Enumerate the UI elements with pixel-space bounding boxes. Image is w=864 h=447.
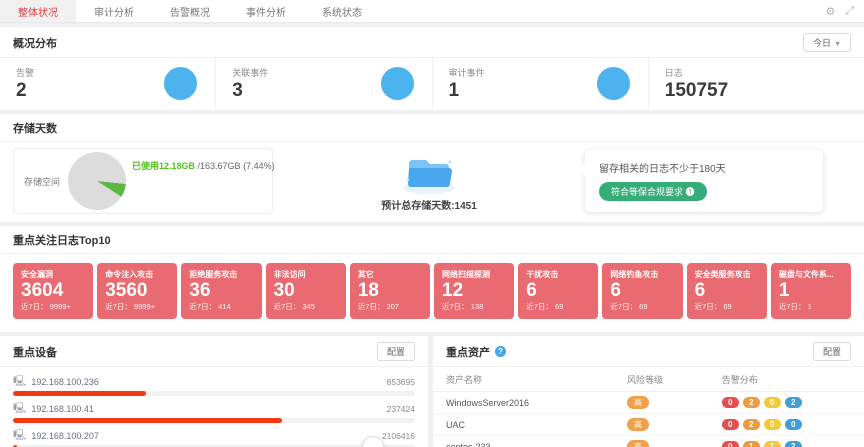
computer-icon: 🖳	[13, 375, 27, 387]
column-risk-level: 风险等级	[626, 367, 722, 392]
alert-badge-high: 1	[742, 441, 760, 447]
events-circle-icon	[380, 67, 414, 100]
log-card[interactable]: 磁盘与文件系... 1 近7日： 1	[770, 263, 852, 319]
stat-card-logs: 日志 150757	[649, 58, 864, 110]
settings-gear-icon[interactable]: ⚙	[825, 5, 836, 18]
log-distribution-pie-icon	[813, 67, 846, 100]
key-assets-section: 重点资产 ? 配置 资产名称 风险等级 告警分布 WindowsServer20…	[433, 336, 864, 447]
alert-badge-low: 2	[784, 441, 802, 447]
stat-value: 3	[232, 80, 243, 101]
top-log-cards: 安全漏洞 3604 近7日： 9999+ 命令注入攻击 3560 近7日： 99…	[0, 254, 864, 332]
device-row[interactable]: 🖳 192.168.100.41 237424	[13, 396, 415, 423]
key-assets-title: 重点资产 ?	[446, 344, 506, 360]
storage-section: 存储天数 存储空间 已使用12.18GB /163.67GB (7.44%) 预…	[0, 114, 864, 222]
help-icon[interactable]: ?	[495, 346, 506, 357]
top-logs-section-title: 重点关注日志Top10	[13, 235, 111, 247]
alert-badge-medium: 0	[763, 397, 781, 408]
log-card[interactable]: 拒绝服务攻击 36 近7日： 414	[181, 263, 262, 319]
top-tab-bar: 整体状况 审计分析 告警概况 事件分析 系统状态 ⚙ ⤢	[0, 0, 864, 23]
computer-icon: 🖳	[13, 402, 27, 414]
overview-section: 概况分布 今日 ▼ 告警 2 关联事件 3 审计事件 1 日志 150757	[0, 27, 864, 110]
storage-section-title: 存储天数	[13, 123, 57, 135]
tab-overall-status[interactable]: 整体状况	[0, 0, 76, 22]
asset-row[interactable]: UAC 高 0 2 0 0	[433, 413, 864, 436]
overview-section-title: 概况分布	[13, 37, 57, 50]
fullscreen-expand-icon[interactable]: ⤢	[845, 4, 854, 17]
tab-system-status[interactable]: 系统状态	[322, 7, 362, 19]
alerts-circle-icon	[164, 67, 198, 100]
alert-badge-critical: 0	[721, 397, 739, 408]
folder-icon	[403, 160, 455, 194]
key-devices-section: 重点设备 配置 🖳 192.168.100.236 853695 🖳 192.168…	[0, 336, 428, 447]
estimated-storage-days: 预计总存储天数:1451	[381, 201, 477, 212]
alert-badge-high: 2	[742, 419, 760, 430]
compliance-notice-card: 留存相关的日志不少于180天 符合等保合规要求 ❶	[578, 150, 823, 212]
device-bar	[13, 418, 283, 423]
log-card[interactable]: 网络钓鱼攻击 6 近7日： 69	[602, 263, 683, 319]
assets-table: 资产名称 风险等级 告警分布 WindowsServer2016 高 0 2 0…	[433, 367, 864, 447]
stat-value: 1	[448, 80, 460, 101]
stat-label: 关联事件	[232, 68, 269, 78]
log-card[interactable]: 安全漏洞 3604 近7日： 9999+	[13, 263, 94, 319]
alert-badge-critical: 0	[721, 419, 739, 430]
storage-usage-pie	[68, 152, 127, 210]
column-alert-distribution: 告警分布	[721, 367, 864, 392]
computer-icon: 🖳	[13, 429, 27, 441]
device-row[interactable]: 🖳 192.168.100.236 853695	[13, 369, 415, 396]
log-card[interactable]: 非法访问 30 近7日： 345	[265, 263, 346, 319]
top-logs-section: 重点关注日志Top10 安全漏洞 3604 近7日： 9999+ 命令注入攻击 …	[0, 226, 864, 332]
log-card[interactable]: 安全类服务攻击 6 近7日： 69	[686, 263, 767, 319]
stat-card-audit-events: 审计事件 1	[433, 58, 649, 110]
stat-label: 审计事件	[448, 68, 485, 78]
stat-card-alerts: 告警 2	[0, 58, 217, 110]
tab-alert-overview[interactable]: 告警概况	[170, 7, 210, 19]
stat-card-correlated-events: 关联事件 3	[216, 58, 433, 110]
log-card[interactable]: 其它 18 近7日： 207	[349, 263, 431, 319]
tab-event-analysis[interactable]: 事件分析	[246, 7, 286, 19]
storage-space-card: 存储空间 已使用12.18GB /163.67GB (7.44%)	[13, 148, 275, 214]
alert-badge-low: 0	[784, 419, 802, 430]
log-card[interactable]: 命令注入攻击 3560 近7日： 9999+	[97, 263, 178, 319]
compliance-notice-text: 留存相关的日志不少于180天	[599, 164, 726, 175]
device-bar	[13, 391, 146, 396]
chevron-down-icon: ▼	[834, 41, 841, 48]
asset-row[interactable]: centos-233 高 0 1 1 2	[433, 435, 864, 447]
stat-label: 告警	[16, 68, 35, 78]
device-row[interactable]: 🖳 192.168.100.207 2106416	[13, 423, 415, 447]
storage-usage-text: 已使用12.18GB /163.67GB (7.44%)	[132, 161, 275, 171]
audit-circle-icon	[596, 67, 630, 100]
assets-config-button[interactable]: 配置	[812, 342, 851, 361]
log-card[interactable]: 干扰攻击 6 近7日： 69	[518, 263, 599, 319]
log-card[interactable]: 网络扫描探测 12 近7日： 138	[434, 263, 515, 319]
tab-audit-analysis[interactable]: 审计分析	[94, 7, 134, 19]
device-bar	[13, 445, 18, 447]
key-devices-title: 重点设备	[13, 346, 57, 359]
risk-badge: 高	[626, 396, 649, 409]
alert-badge-medium: 1	[763, 441, 781, 447]
asset-row[interactable]: WindowsServer2016 高 0 2 0 2	[433, 391, 864, 414]
alert-badge-low: 2	[784, 397, 802, 408]
devices-config-button[interactable]: 配置	[376, 342, 415, 361]
stat-value: 2	[16, 80, 27, 101]
storage-space-label: 存储空间	[24, 176, 61, 187]
stat-value: 150757	[664, 80, 729, 101]
compliance-status-button[interactable]: 符合等保合规要求 ❶	[599, 182, 707, 201]
column-asset-name: 资产名称	[433, 367, 627, 392]
stat-label: 日志	[664, 68, 683, 78]
period-dropdown[interactable]: 今日 ▼	[803, 33, 851, 52]
alert-badge-critical: 0	[721, 441, 739, 447]
risk-badge: 高	[626, 440, 649, 447]
risk-badge: 高	[626, 418, 649, 431]
alert-badge-high: 2	[742, 397, 760, 408]
alert-badge-medium: 0	[763, 419, 781, 430]
